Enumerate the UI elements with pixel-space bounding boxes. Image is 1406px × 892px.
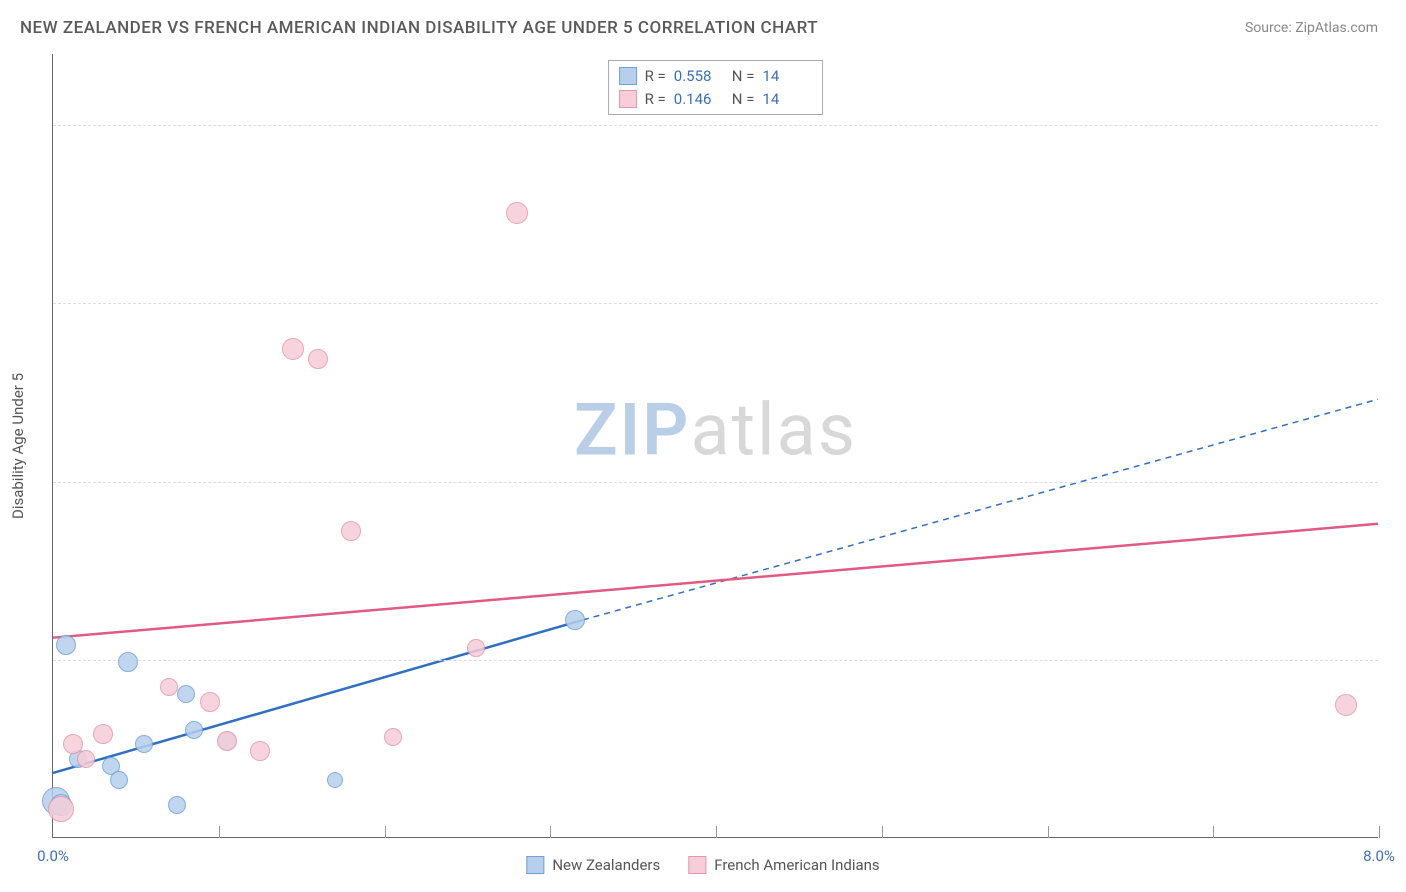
legend-item-fai: French American Indians <box>688 856 879 874</box>
watermark-zip: ZIP <box>574 387 690 472</box>
data-point-fai <box>77 750 95 768</box>
stats-row-nz: R = 0.558 N = 14 <box>619 65 813 88</box>
x-tick <box>385 826 386 838</box>
data-point-nz <box>168 796 186 814</box>
data-point-nz <box>110 771 128 789</box>
n-label: N = <box>732 88 755 111</box>
x-tick <box>1048 826 1049 838</box>
legend-label-nz: New Zealanders <box>552 856 660 874</box>
swatch-fai <box>619 90 637 108</box>
data-point-nz <box>565 610 585 630</box>
r-value-fai: 0.146 <box>674 88 724 111</box>
x-tick <box>1213 826 1214 838</box>
x-tick-label: 8.0% <box>1363 847 1395 865</box>
n-label: N = <box>732 65 755 88</box>
y-tick-label: 10.0% <box>1386 473 1406 491</box>
data-point-nz <box>56 635 76 655</box>
y-tick-label: 20.0% <box>1386 116 1406 134</box>
data-point-nz <box>135 735 153 753</box>
chart-plot-area: ZIPatlas R =0.558N =14R =0.146N =14 5.0%… <box>52 54 1378 838</box>
grid-line-h <box>53 482 1378 483</box>
r-label: R = <box>645 88 666 111</box>
grid-line-h <box>53 303 1378 304</box>
data-point-fai <box>341 521 361 541</box>
data-point-nz <box>177 685 195 703</box>
legend-label-fai: French American Indians <box>714 856 879 874</box>
grid-line-h <box>53 125 1378 126</box>
y-tick-label: 15.0% <box>1386 294 1406 312</box>
series-legend: New Zealanders French American Indians <box>526 856 879 874</box>
chart-title: NEW ZEALANDER VS FRENCH AMERICAN INDIAN … <box>20 18 818 38</box>
r-value-nz: 0.558 <box>674 65 724 88</box>
data-point-fai <box>384 728 402 746</box>
x-tick <box>219 826 220 838</box>
watermark: ZIPatlas <box>574 387 857 472</box>
data-point-fai <box>282 338 304 360</box>
data-point-fai <box>200 692 220 712</box>
data-point-fai <box>467 639 485 657</box>
legend-item-nz: New Zealanders <box>526 856 660 874</box>
n-value-nz: 14 <box>762 65 812 88</box>
stats-legend: R = 0.558 N = 14 R = 0.146 N = 14 <box>608 60 824 115</box>
trend-lines <box>53 54 1378 837</box>
data-point-nz <box>118 652 138 672</box>
x-tick <box>550 826 551 838</box>
r-label: R = <box>645 65 666 88</box>
data-point-fai <box>1335 694 1357 716</box>
x-tick <box>716 826 717 838</box>
swatch-nz <box>619 67 637 85</box>
legend-swatch-nz <box>526 856 544 874</box>
grid-line-h <box>53 660 1378 661</box>
x-tick <box>882 826 883 838</box>
data-point-fai <box>250 741 270 761</box>
data-point-fai <box>93 724 113 744</box>
y-tick-label: 5.0% <box>1386 651 1406 669</box>
data-point-fai <box>48 796 74 822</box>
data-point-nz <box>327 772 343 788</box>
watermark-atlas: atlas <box>690 387 857 472</box>
data-point-fai <box>308 349 328 369</box>
stats-row-fai: R = 0.146 N = 14 <box>619 88 813 111</box>
y-axis-label: Disability Age Under 5 <box>9 373 27 519</box>
data-point-nz <box>185 721 203 739</box>
x-tick-label: 0.0% <box>37 847 69 865</box>
n-value-fai: 14 <box>762 88 812 111</box>
data-point-fai <box>160 678 178 696</box>
legend-swatch-fai <box>688 856 706 874</box>
x-tick <box>1379 826 1380 838</box>
data-point-fai <box>217 731 237 751</box>
data-point-fai <box>506 202 528 224</box>
source-label: Source: ZipAtlas.com <box>1245 20 1378 36</box>
